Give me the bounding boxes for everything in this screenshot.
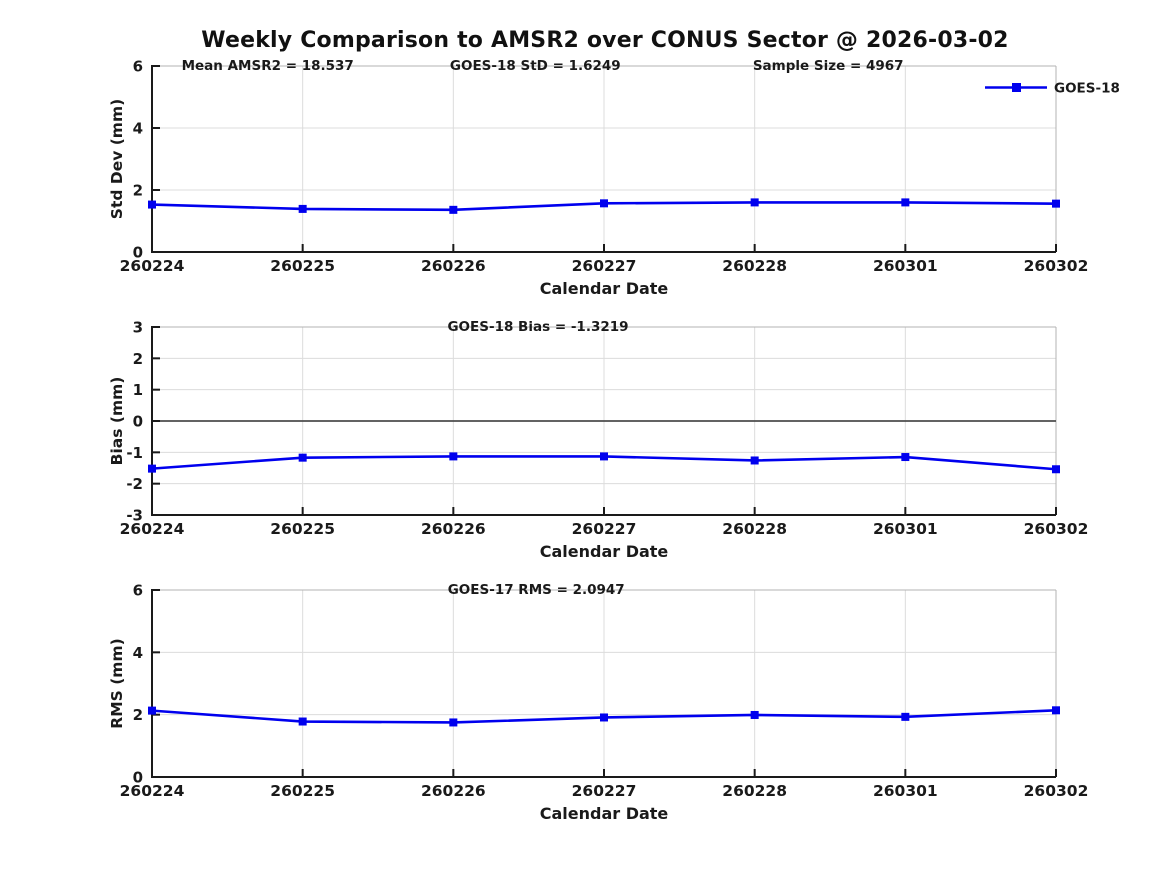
y-tick-label: 4 — [133, 644, 143, 662]
stat-annotation: Sample Size = 4967 — [753, 58, 904, 74]
y-tick-label: 1 — [133, 381, 143, 399]
x-tick-label: 260226 — [421, 257, 486, 275]
stddev-chart: 0 2 4 6 260224 260225 260226 260227 260228 260301… — [108, 58, 1120, 299]
y-axis-label: RMS (mm) — [108, 638, 126, 728]
y-axis-label: Std Dev (mm) — [108, 99, 126, 219]
series-marker — [750, 456, 759, 465]
stat-annotation: GOES-18 Bias = -1.3219 — [447, 319, 628, 335]
x-tick-label: 260224 — [120, 257, 185, 275]
y-tick-label: -2 — [126, 475, 143, 493]
x-tick-label: 260301 — [873, 520, 938, 538]
rms-chart: 0 2 4 6 260224 260225 260226 260227 260228 260301… — [108, 582, 1088, 824]
x-tick-label: 260227 — [572, 520, 637, 538]
series-marker — [600, 713, 608, 722]
x-tick-label: 260226 — [421, 520, 486, 538]
x-tick-label: 260224 — [120, 782, 185, 800]
y-tick-label: 4 — [133, 120, 143, 138]
y-tick-label: 3 — [133, 319, 143, 337]
series-marker — [1052, 465, 1060, 474]
x-axis-label: Calendar Date — [540, 542, 669, 561]
x-axis-label: Calendar Date — [540, 279, 669, 298]
x-tick-label: 260301 — [873, 257, 938, 275]
x-tick-label: 260301 — [873, 782, 938, 800]
x-tick-label: 260224 — [120, 520, 185, 538]
series-marker — [148, 464, 156, 473]
series-marker — [901, 198, 910, 207]
stat-annotation: Mean AMSR2 = 18.537 — [182, 58, 354, 74]
y-axis-label: Bias (mm) — [108, 377, 126, 466]
series-marker — [298, 453, 307, 462]
y-tick-label: 2 — [133, 706, 143, 724]
series-marker — [600, 452, 608, 461]
x-tick-label: 260228 — [722, 257, 787, 275]
series-marker — [1052, 199, 1060, 208]
series-marker — [148, 706, 156, 715]
legend-marker-sample — [1012, 83, 1021, 92]
x-tick-label: 260302 — [1024, 257, 1089, 275]
y-tick-label: 2 — [133, 182, 143, 200]
x-tick-label: 260227 — [572, 257, 637, 275]
series-marker — [901, 712, 910, 721]
legend-label: GOES-18 — [1054, 81, 1120, 97]
y-tick-label: -1 — [126, 444, 143, 462]
y-tick-label: 6 — [133, 582, 143, 600]
series-marker — [600, 199, 608, 208]
series-marker — [449, 205, 458, 214]
series-marker — [298, 204, 307, 213]
series-marker — [750, 710, 759, 719]
series-marker — [148, 200, 156, 209]
series-marker — [750, 198, 759, 207]
figure-title: Weekly Comparison to AMSR2 over CONUS Se… — [201, 28, 1009, 53]
y-tick-label: 0 — [133, 413, 143, 431]
y-tick-label: 2 — [133, 350, 143, 368]
bias-chart: -3 -2 -1 0 1 2 3 260224 260225 260226 260227 260228… — [108, 319, 1088, 562]
x-tick-label: 260227 — [572, 782, 637, 800]
x-tick-label: 260225 — [270, 520, 335, 538]
series-marker — [449, 452, 458, 461]
series-marker — [1052, 706, 1060, 715]
x-tick-label: 260302 — [1024, 520, 1089, 538]
x-tick-label: 260228 — [722, 782, 787, 800]
x-tick-label: 260226 — [421, 782, 486, 800]
x-tick-label: 260225 — [270, 257, 335, 275]
x-tick-label: 260225 — [270, 782, 335, 800]
series-marker — [449, 718, 458, 727]
series-marker — [298, 717, 307, 726]
x-tick-label: 260302 — [1024, 782, 1089, 800]
y-tick-label: 0 — [133, 244, 143, 262]
stat-annotation: GOES-18 StD = 1.6249 — [450, 58, 621, 74]
y-tick-label: 6 — [133, 58, 143, 76]
stat-annotation: GOES-17 RMS = 2.0947 — [448, 582, 625, 598]
x-tick-label: 260228 — [722, 520, 787, 538]
series-marker — [901, 453, 910, 462]
x-axis-label: Calendar Date — [540, 804, 669, 823]
y-tick-label: 0 — [133, 769, 143, 787]
y-tick-label: -3 — [126, 507, 143, 525]
